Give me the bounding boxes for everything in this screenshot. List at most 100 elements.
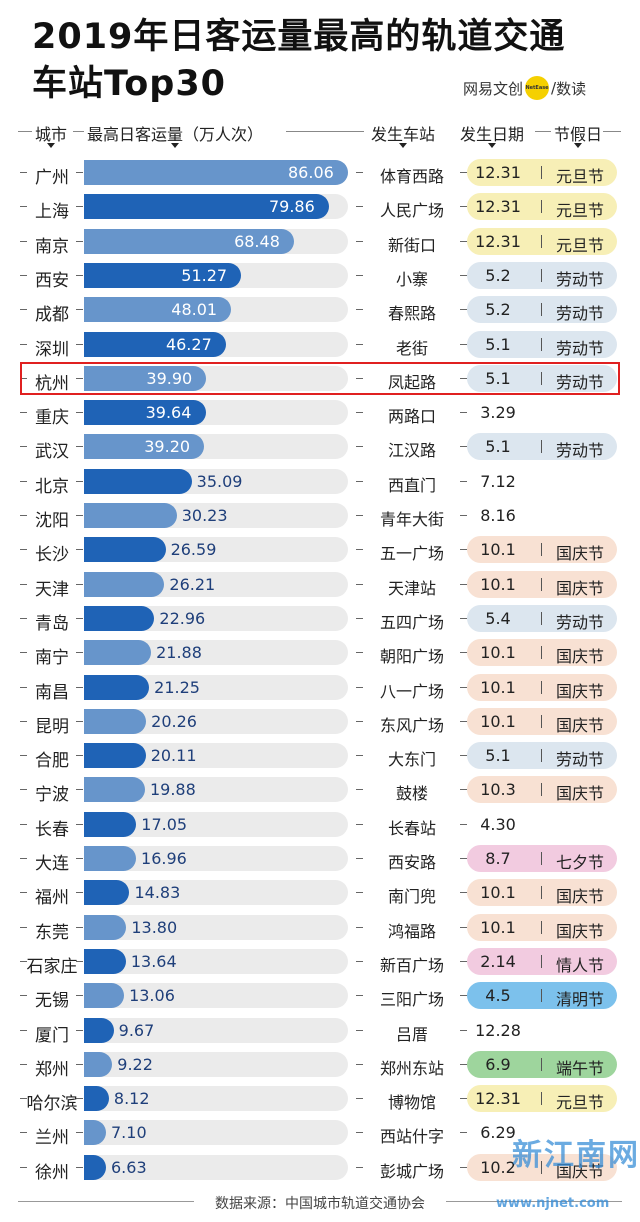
bar: [84, 262, 242, 288]
holiday-pill: [467, 604, 617, 632]
bar: [84, 743, 146, 769]
holiday-label: 劳动节: [555, 372, 604, 392]
date-dash: [460, 206, 467, 208]
table-row: 厦门 9.67 吕厝 12.28: [0, 1013, 640, 1047]
table-row: 沈阳 30.23 青年大街 8.16: [0, 498, 640, 532]
value-label: 13.06: [129, 986, 175, 1006]
station-label: 凤起路: [387, 372, 436, 392]
bar-track: [84, 1120, 348, 1146]
date-label: 12.31: [475, 231, 521, 251]
date-dash: [460, 1166, 467, 1168]
holiday-label: 劳动节: [555, 304, 604, 324]
value-label: 79.86: [268, 197, 315, 217]
holiday-label: 劳动节: [555, 441, 604, 461]
chart-title: 2019年日客运量最高的轨道交通 车站Top30: [32, 14, 565, 108]
header-city: 城市: [35, 121, 67, 148]
table-row: 宁波 19.88 鼓楼 10.3 国庆节: [0, 772, 640, 806]
station-dash: [356, 583, 363, 585]
date-dash: [460, 995, 467, 997]
table-row: 徐州 6.63 彭城广场 10.2 国庆节: [0, 1150, 640, 1184]
bar-dash: [76, 1029, 83, 1031]
date-label: 3.29: [480, 403, 516, 423]
pill-divider: [541, 749, 542, 763]
date-label: 7.12: [480, 471, 516, 491]
value-label: 21.25: [154, 677, 200, 697]
value-label: 14.83: [134, 883, 181, 903]
date-dash: [460, 720, 467, 722]
station-dash: [356, 343, 363, 345]
bar: [84, 1051, 113, 1077]
bar: [84, 811, 137, 837]
bar-dash: [76, 926, 83, 928]
holiday-label: 七夕节: [555, 853, 604, 872]
value-label: 68.48: [234, 231, 280, 251]
date-dash: [460, 377, 467, 379]
bar-dash: [76, 377, 83, 379]
city-dash: [20, 1063, 27, 1065]
value-label: 22.96: [159, 608, 206, 628]
date-dash: [460, 892, 467, 894]
date-dash: [460, 343, 467, 345]
bar: [84, 331, 226, 357]
city-label: 西安: [35, 270, 69, 291]
station-dash: [356, 892, 363, 894]
bar-dash: [76, 995, 83, 997]
table-row: 合肥 20.11 大东门 5.1 劳动节: [0, 738, 640, 772]
table-row: 重庆 39.64 两路口 3.29: [0, 395, 640, 429]
header-rule: [286, 131, 364, 132]
bar-dash: [76, 755, 83, 757]
holiday-label: 元旦节: [555, 235, 604, 255]
city-dash: [20, 995, 27, 997]
bar-dash: [76, 206, 83, 208]
table-row: 东莞 13.80 鸿福路 10.1 国庆节: [0, 910, 640, 944]
city-dash: [20, 652, 27, 654]
station-dash: [356, 617, 363, 619]
header-rule: [18, 131, 32, 132]
pill-divider: [541, 783, 542, 797]
date-label: 10.3: [480, 780, 516, 800]
table-row: 成都 48.01 春熙路 5.2 劳动节: [0, 292, 640, 326]
date-label: 8.7: [485, 849, 511, 868]
date-label: 4.5: [485, 986, 511, 1006]
bar: [84, 605, 155, 631]
station-dash: [356, 995, 363, 997]
table-row: 南昌 21.25 八一广场 10.1 国庆节: [0, 670, 640, 704]
bar: [84, 674, 150, 700]
pill-divider: [541, 1092, 542, 1106]
holiday-pill: [467, 1153, 617, 1181]
holiday-pill: [467, 261, 617, 289]
city-label: 昆明: [35, 716, 69, 737]
station-label: 鸿福路: [387, 921, 436, 941]
station-label: 鼓楼: [395, 784, 428, 804]
station-dash: [356, 274, 363, 276]
table-row: 武汉 39.20 江汉路 5.1 劳动节: [0, 429, 640, 463]
city-dash: [20, 377, 27, 379]
date-label: 10.1: [480, 540, 516, 560]
value-label: 26.21: [169, 574, 216, 594]
bar-dash: [76, 652, 83, 654]
holiday-label: 元旦节: [555, 1093, 604, 1113]
value-label: 20.26: [151, 711, 197, 731]
table-row: 青岛 22.96 五四广场 5.4 劳动节: [0, 601, 640, 635]
date-dash: [460, 789, 467, 791]
value-label: 48.01: [171, 300, 218, 320]
holiday-pill: [467, 913, 617, 941]
date-label: 10.2: [480, 1157, 516, 1177]
holiday-label: 国庆节: [555, 921, 604, 941]
bar: [84, 194, 329, 220]
holiday-pill: [467, 639, 617, 667]
value-label: 7.10: [111, 1123, 147, 1143]
holiday-label: 国庆节: [555, 784, 604, 804]
pill-divider: [541, 1057, 542, 1071]
table-row: 昆明 20.26 东风广场 10.1 国庆节: [0, 704, 640, 738]
station-label: 彭城广场: [379, 1161, 444, 1181]
bar-dash: [76, 1098, 83, 1100]
date-label: 6.9: [485, 1054, 511, 1074]
pill-divider: [541, 440, 542, 454]
table-row: 南京 68.48 新街口 12.31 元旦节: [0, 224, 640, 258]
holiday-pill: [467, 879, 617, 907]
pill-divider: [541, 337, 542, 351]
station-dash: [356, 1029, 363, 1031]
bar: [84, 297, 232, 323]
bar: [84, 468, 192, 494]
